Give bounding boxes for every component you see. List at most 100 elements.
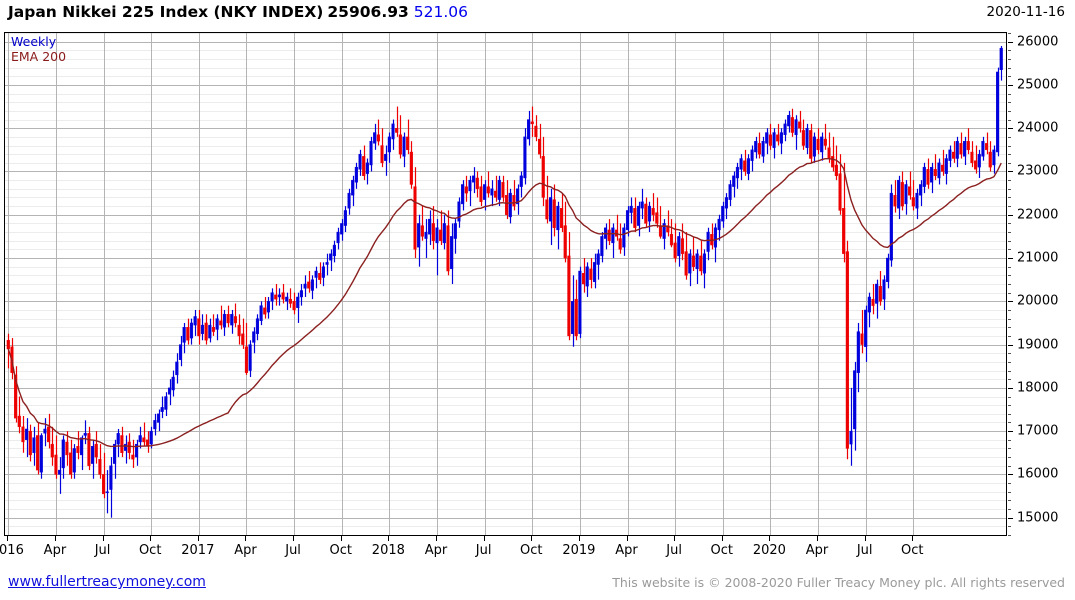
y-axis-minor-tick	[1008, 293, 1011, 294]
y-axis-minor-tick	[1008, 353, 1011, 354]
x-axis-label: 2020	[752, 543, 786, 558]
y-axis-minor-tick	[1008, 68, 1011, 69]
y-axis-minor-tick	[1008, 379, 1011, 380]
chart-header: Japan Nikkei 225 Index (NKY INDEX) 25906.…	[0, 0, 1075, 26]
y-axis-minor-tick	[1008, 492, 1011, 493]
x-axis-tick	[817, 536, 818, 541]
y-axis-minor-tick	[1008, 197, 1011, 198]
y-axis: 15000 16000 17000 18000 19000 20000 21000 22000…	[1008, 32, 1075, 536]
x-axis-tick	[579, 536, 580, 541]
y-axis-label: 19000	[1017, 337, 1059, 353]
y-axis-tick	[1008, 345, 1013, 346]
y-axis-minor-tick	[1008, 223, 1011, 224]
y-axis-minor-tick	[1008, 284, 1011, 285]
x-axis-label: Jul	[856, 543, 873, 558]
y-axis-label: 15000	[1017, 510, 1059, 526]
x-axis-label: Apr	[424, 543, 448, 558]
y-axis-minor-tick	[1008, 206, 1011, 207]
price-change: 521.06	[413, 3, 469, 21]
x-axis-label: Oct	[519, 543, 543, 558]
y-axis-minor-tick	[1008, 232, 1011, 233]
x-axis-tick	[103, 536, 104, 541]
y-axis-label: 18000	[1017, 380, 1059, 396]
y-axis-minor-tick	[1008, 483, 1011, 484]
y-axis-minor-tick	[1008, 163, 1011, 164]
y-axis-minor-tick	[1008, 466, 1011, 467]
y-axis-tick	[1008, 258, 1013, 259]
website-link[interactable]: www.fullertreacymoney.com	[8, 574, 206, 590]
candlestick-chart	[5, 33, 1006, 535]
x-axis-label: 2019	[562, 543, 596, 558]
chart-footer: www.fullertreacymoney.com This website i…	[0, 572, 1075, 596]
x-axis-label: Oct	[901, 543, 924, 558]
y-axis-minor-tick	[1008, 267, 1011, 268]
copyright-notice: This website is © 2008-2020 Fuller Treac…	[612, 575, 1065, 590]
y-axis-minor-tick	[1008, 189, 1011, 190]
x-axis-label: Apr	[43, 543, 67, 558]
x-axis-tick	[436, 536, 437, 541]
y-axis-minor-tick	[1008, 146, 1011, 147]
y-axis-minor-tick	[1008, 414, 1011, 415]
x-axis-label: Oct	[329, 543, 352, 558]
y-axis-minor-tick	[1008, 440, 1011, 441]
y-axis-tick	[1008, 518, 1013, 519]
vertical-gridlines	[8, 33, 914, 535]
chart-date: 2020-11-16	[986, 4, 1065, 20]
y-axis-tick	[1008, 128, 1013, 129]
x-axis-tick	[912, 536, 913, 541]
y-axis-minor-tick	[1008, 154, 1011, 155]
y-axis-tick	[1008, 388, 1013, 389]
instrument-name: Japan Nikkei 225 Index (NKY INDEX)	[8, 3, 324, 21]
x-axis-label: Apr	[234, 543, 257, 558]
y-axis-minor-tick	[1008, 336, 1011, 337]
y-axis-minor-tick	[1008, 111, 1011, 112]
y-axis-minor-tick	[1008, 500, 1011, 501]
page-title: Japan Nikkei 225 Index (NKY INDEX) 25906.…	[8, 3, 468, 21]
x-axis: 2016 Apr Jul Oct 2017 Apr Jul Oct 2018 Apr Jul Oct 2…	[0, 536, 1007, 566]
y-axis-minor-tick	[1008, 327, 1011, 328]
y-axis-label: 24000	[1017, 120, 1059, 136]
y-axis-minor-tick	[1008, 180, 1011, 181]
x-axis-tick	[722, 536, 723, 541]
minor-gridlines	[5, 33, 1006, 527]
x-axis-label: Jul	[285, 543, 301, 558]
y-axis-label: 17000	[1017, 423, 1059, 439]
y-axis-minor-tick	[1008, 33, 1011, 34]
x-axis-tick	[388, 536, 389, 541]
y-axis-minor-tick	[1008, 319, 1011, 320]
x-axis-tick	[531, 536, 532, 541]
x-axis-label: Jul	[666, 543, 682, 558]
x-axis-tick	[245, 536, 246, 541]
x-axis-label: Apr	[615, 543, 638, 558]
x-axis-label: 2017	[181, 543, 215, 558]
ema-200-line	[7, 158, 1002, 448]
x-axis-label: Oct	[710, 543, 734, 558]
x-axis-label: Oct	[138, 543, 162, 558]
x-axis-tick	[484, 536, 485, 541]
y-axis-minor-tick	[1008, 526, 1011, 527]
y-axis-minor-tick	[1008, 76, 1011, 77]
x-axis-tick	[674, 536, 675, 541]
x-axis-tick	[150, 536, 151, 541]
x-axis-tick	[769, 536, 770, 541]
x-axis-label: Jul	[475, 543, 492, 558]
y-axis-minor-tick	[1008, 405, 1011, 406]
y-axis-minor-tick	[1008, 275, 1011, 276]
y-axis-minor-tick	[1008, 50, 1011, 51]
y-axis-minor-tick	[1008, 59, 1011, 60]
y-axis-minor-tick	[1008, 137, 1011, 138]
x-axis-tick	[7, 536, 8, 541]
chart-plot-area[interactable]: Weekly EMA 200	[4, 32, 1007, 536]
x-axis-tick	[198, 536, 199, 541]
y-axis-tick	[1008, 42, 1013, 43]
x-axis-label: 2018	[371, 543, 405, 558]
y-axis-label: 23000	[1017, 163, 1059, 179]
y-axis-minor-tick	[1008, 120, 1011, 121]
y-axis-label: 21000	[1017, 250, 1059, 266]
y-axis-minor-tick	[1008, 448, 1011, 449]
y-axis-minor-tick	[1008, 422, 1011, 423]
x-axis-label: Jul	[94, 543, 111, 558]
y-axis-label: 22000	[1017, 207, 1059, 223]
y-axis-minor-tick	[1008, 94, 1011, 95]
x-axis-tick	[55, 536, 56, 541]
